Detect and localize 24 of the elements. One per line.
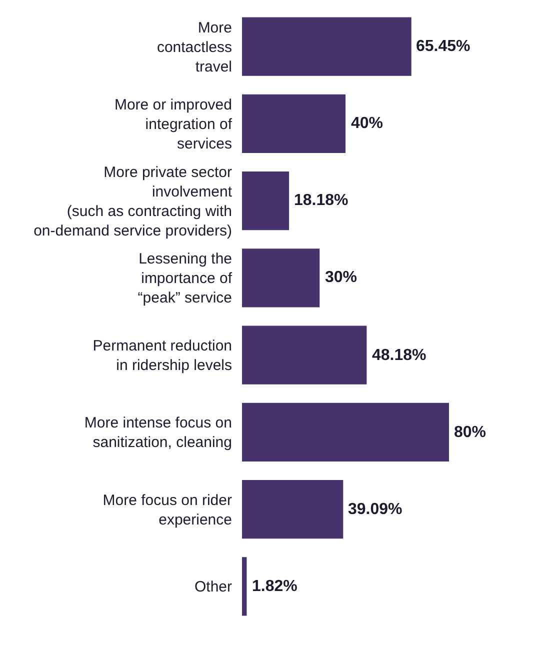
bar [242,172,290,230]
y-tick-label: More or improved integration of services [114,96,233,152]
data-label: 40% [351,115,384,132]
data-label: 1.82% [252,578,298,595]
data-label: 39.09% [348,501,402,518]
data-label: 65.45% [416,38,470,55]
bar [242,557,247,616]
data-label: 18.18% [294,192,348,209]
y-tick-label: Permanent reduction in ridership levels [92,338,232,374]
data-label: 48.18% [372,347,426,364]
bar [242,248,320,308]
y-tick-label: More focus on rider experience [102,492,232,528]
y-tick-label: Lessening the importance of “peak” service [138,250,233,307]
y-tick-label: More private sector involvement (such as contracting with on-demand service providers) [34,164,233,240]
y-tick-label: More intense focus on sanitization, cleaning [84,414,232,452]
y-tick-label: More contactless travel [156,19,232,76]
data-label: 80% [454,424,486,441]
data-label: 30% [325,269,358,286]
bar [242,402,449,462]
y-tick-label: Other [194,578,232,596]
bar [242,17,412,76]
bar [242,94,346,153]
bar [242,326,367,384]
bar [242,480,344,539]
